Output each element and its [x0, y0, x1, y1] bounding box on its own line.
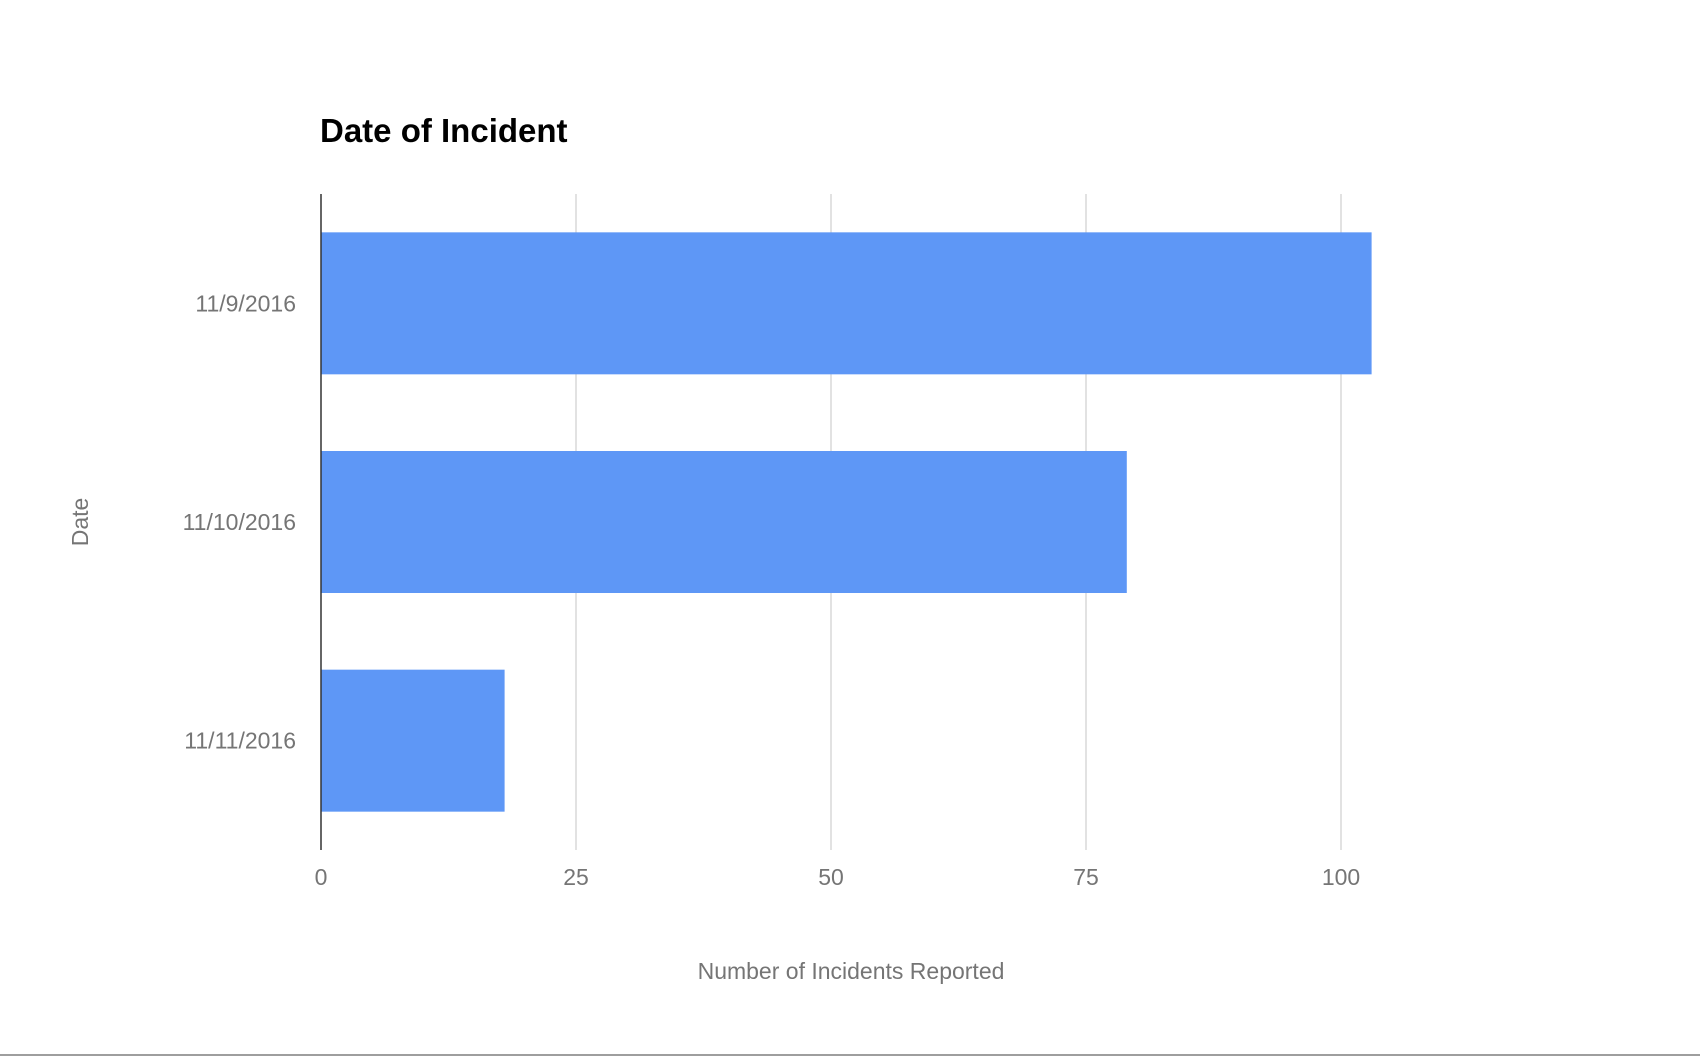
x-tick-label: 100 — [1322, 864, 1360, 890]
category-label: 11/11/2016 — [184, 728, 296, 754]
x-tick-labels: 0 25 50 75 100 — [315, 864, 1361, 890]
bars — [321, 232, 1372, 812]
category-label: 11/9/2016 — [195, 290, 296, 316]
x-tick-label: 75 — [1073, 864, 1099, 890]
x-axis-title: Number of Incidents Reported — [698, 958, 1005, 984]
x-tick-label: 25 — [563, 864, 589, 890]
chart-title: Date of Incident — [320, 112, 568, 149]
y-axis-title: Date — [67, 498, 93, 547]
category-labels: 11/9/2016 11/10/2016 11/11/2016 — [183, 290, 296, 753]
category-label: 11/10/2016 — [183, 509, 296, 535]
bottom-divider — [0, 1054, 1700, 1056]
bar[interactable] — [321, 451, 1127, 593]
x-tick-label: 50 — [818, 864, 844, 890]
bar[interactable] — [321, 232, 1372, 375]
bar[interactable] — [321, 669, 505, 812]
x-tick-label: 0 — [315, 864, 328, 890]
